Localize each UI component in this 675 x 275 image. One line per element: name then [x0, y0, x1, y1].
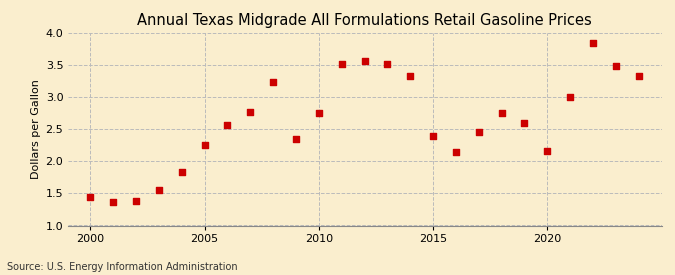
Point [290, 137, 301, 141]
Point [450, 150, 461, 154]
Point [359, 58, 370, 63]
Point [85, 195, 96, 199]
Point [382, 62, 393, 66]
Point [108, 200, 119, 204]
Point [268, 79, 279, 84]
Text: Source: U.S. Energy Information Administration: Source: U.S. Energy Information Administ… [7, 262, 238, 272]
Point [222, 123, 233, 127]
Point [428, 133, 439, 138]
Point [610, 64, 621, 68]
Y-axis label: Dollars per Gallon: Dollars per Gallon [32, 79, 41, 179]
Point [565, 94, 576, 99]
Point [199, 143, 210, 147]
Point [405, 74, 416, 78]
Point [245, 110, 256, 114]
Point [633, 74, 644, 78]
Point [473, 130, 484, 134]
Point [496, 111, 507, 116]
Point [542, 149, 553, 153]
Point [131, 199, 142, 203]
Point [519, 121, 530, 125]
Point [313, 110, 324, 115]
Point [587, 40, 598, 45]
Title: Annual Texas Midgrade All Formulations Retail Gasoline Prices: Annual Texas Midgrade All Formulations R… [137, 13, 592, 28]
Point [336, 62, 347, 67]
Point [153, 188, 164, 192]
Point [176, 170, 187, 174]
